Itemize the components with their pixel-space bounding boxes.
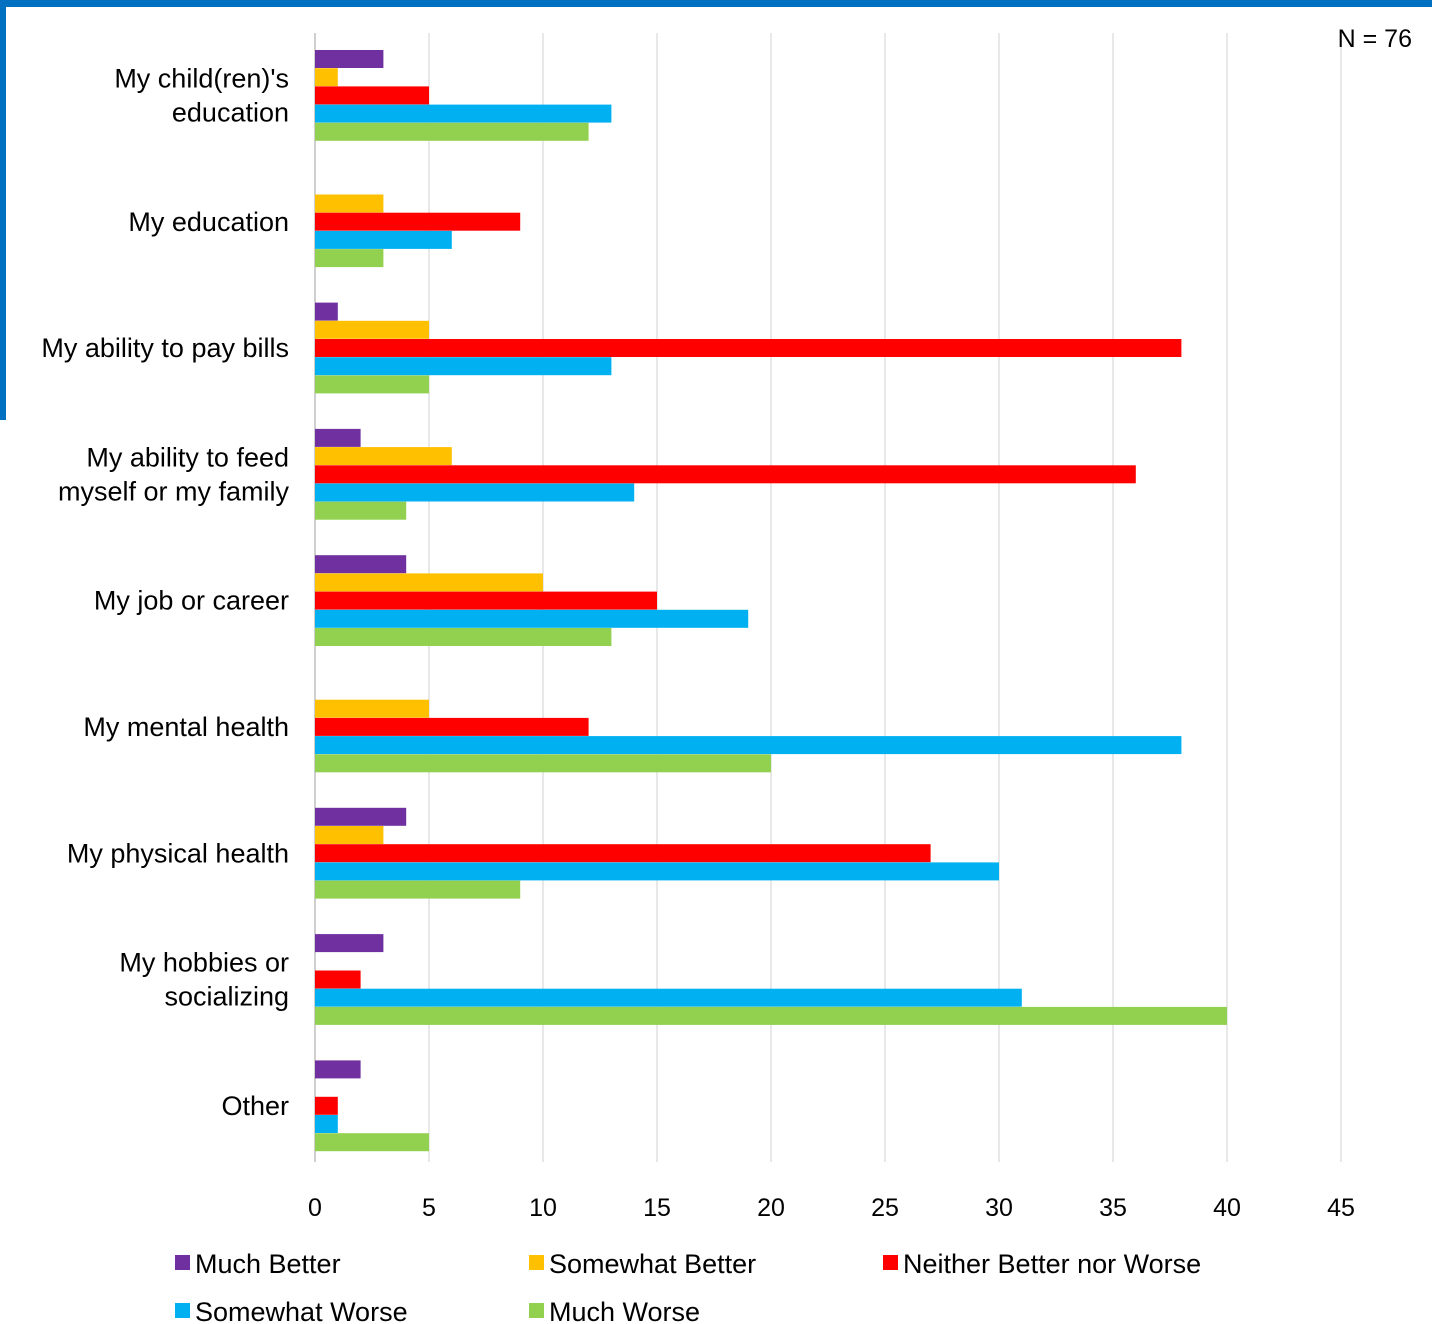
bar-my-child-ren-s-education-neither-better-nor-worse xyxy=(315,86,429,105)
frame-top-border xyxy=(0,0,1432,7)
legend-item-much-better: Much Better xyxy=(175,1249,341,1279)
legend-swatch-somewhat-better xyxy=(529,1255,544,1270)
bar-my-education-somewhat-worse xyxy=(315,230,452,249)
bar-my-ability-to-pay-bills-much-better xyxy=(315,302,338,321)
bar-my-ability-to-pay-bills-much-worse xyxy=(315,375,429,394)
bar-my-education-neither-better-nor-worse xyxy=(315,212,521,231)
bar-my-mental-health-somewhat-worse xyxy=(315,736,1182,755)
bar-my-job-or-career-somewhat-better xyxy=(315,573,543,592)
bar-other-somewhat-worse xyxy=(315,1115,338,1133)
bar-my-physical-health-much-worse xyxy=(315,880,521,899)
bar-my-hobbies-or-socializing-somewhat-worse xyxy=(315,988,1022,1007)
category-label: socializing xyxy=(164,982,289,1012)
legend-label-neither-better-nor-worse: Neither Better nor Worse xyxy=(903,1249,1201,1279)
category-label: myself or my family xyxy=(58,476,290,506)
legend-swatch-neither-better-nor-worse xyxy=(883,1255,898,1270)
bar-my-ability-to-feed-myself-or-my-family-somewhat-worse xyxy=(315,483,635,502)
category-label: My physical health xyxy=(67,838,289,868)
category-label: Other xyxy=(221,1091,289,1121)
bar-my-education-much-worse xyxy=(315,249,384,268)
bar-my-child-ren-s-education-somewhat-better xyxy=(315,68,338,87)
bar-my-job-or-career-much-better xyxy=(315,555,407,574)
bar-my-child-ren-s-education-much-better xyxy=(315,50,384,68)
legend-swatch-somewhat-worse xyxy=(175,1303,190,1318)
x-tick-labels: 0 5 10 15 20 25 30 35 40 45 xyxy=(308,1194,1355,1222)
bar-my-ability-to-pay-bills-neither-better-nor-worse xyxy=(315,339,1182,357)
bars xyxy=(315,50,1227,1152)
bar-my-ability-to-feed-myself-or-my-family-much-better xyxy=(315,428,361,447)
bar-my-hobbies-or-socializing-much-worse xyxy=(315,1006,1227,1025)
category-label: My mental health xyxy=(83,712,289,742)
x-tick-label-25: 25 xyxy=(871,1194,899,1222)
category-label: My job or career xyxy=(94,586,289,616)
x-tick-label-20: 20 xyxy=(757,1194,785,1222)
category-label: My hobbies or xyxy=(119,948,289,978)
bar-my-ability-to-feed-myself-or-my-family-somewhat-better xyxy=(315,447,452,466)
category-label: My education xyxy=(128,207,289,237)
category-label: education xyxy=(172,98,289,128)
legend-swatch-much-better xyxy=(175,1255,190,1270)
bar-my-mental-health-much-worse xyxy=(315,754,771,773)
category-label: My ability to pay bills xyxy=(41,333,289,363)
legend-item-somewhat-better: Somewhat Better xyxy=(529,1249,756,1279)
x-tick-label-30: 30 xyxy=(985,1194,1013,1222)
legend-swatch-much-worse xyxy=(529,1303,544,1318)
bar-my-physical-health-much-better xyxy=(315,807,407,826)
bar-my-physical-health-somewhat-better xyxy=(315,826,384,844)
bar-my-ability-to-pay-bills-somewhat-better xyxy=(315,320,429,339)
bar-other-neither-better-nor-worse xyxy=(315,1096,338,1115)
category-labels: My child(ren)'s education My education My a… xyxy=(41,64,289,1121)
bar-my-job-or-career-neither-better-nor-worse xyxy=(315,591,657,610)
bar-my-physical-health-somewhat-worse xyxy=(315,862,999,881)
x-tick-label-5: 5 xyxy=(422,1194,436,1222)
sample-size-annotation: N = 76 xyxy=(1338,25,1412,53)
legend: Much Better Somewhat Better Neither Better… xyxy=(175,1249,1201,1324)
bar-my-ability-to-feed-myself-or-my-family-much-worse xyxy=(315,501,407,520)
bar-my-job-or-career-much-worse xyxy=(315,628,612,646)
bar-my-education-somewhat-better xyxy=(315,194,384,213)
legend-label-somewhat-worse: Somewhat Worse xyxy=(195,1297,408,1324)
bar-my-child-ren-s-education-much-worse xyxy=(315,122,589,141)
category-label: My ability to feed xyxy=(86,442,289,472)
x-tick-label-0: 0 xyxy=(308,1194,322,1222)
legend-item-much-worse: Much Worse xyxy=(529,1297,700,1324)
legend-item-neither-better-nor-worse: Neither Better nor Worse xyxy=(883,1249,1201,1279)
legend-label-somewhat-better: Somewhat Better xyxy=(549,1249,756,1279)
bar-my-mental-health-somewhat-better xyxy=(315,699,429,718)
x-tick-label-35: 35 xyxy=(1099,1194,1127,1222)
x-tick-label-40: 40 xyxy=(1213,1194,1241,1222)
bar-my-job-or-career-somewhat-worse xyxy=(315,609,749,628)
bar-my-child-ren-s-education-somewhat-worse xyxy=(315,104,612,123)
bar-other-much-worse xyxy=(315,1133,429,1152)
bar-my-hobbies-or-socializing-neither-better-nor-worse xyxy=(315,970,361,989)
x-tick-label-45: 45 xyxy=(1327,1194,1355,1222)
bar-my-ability-to-pay-bills-somewhat-worse xyxy=(315,357,612,376)
x-tick-label-15: 15 xyxy=(643,1194,671,1222)
legend-label-much-worse: Much Worse xyxy=(549,1297,700,1324)
legend-label-much-better: Much Better xyxy=(195,1249,341,1279)
x-tick-label-10: 10 xyxy=(529,1194,557,1222)
bar-my-ability-to-feed-myself-or-my-family-neither-better-nor-worse xyxy=(315,465,1136,484)
bar-my-hobbies-or-socializing-much-better xyxy=(315,934,384,953)
bar-my-mental-health-neither-better-nor-worse xyxy=(315,717,589,736)
category-label: My child(ren)'s xyxy=(114,64,289,94)
bar-other-much-better xyxy=(315,1060,361,1079)
bar-my-physical-health-neither-better-nor-worse xyxy=(315,844,931,863)
frame-left-border xyxy=(0,0,6,420)
legend-item-somewhat-worse: Somewhat Worse xyxy=(175,1297,408,1324)
